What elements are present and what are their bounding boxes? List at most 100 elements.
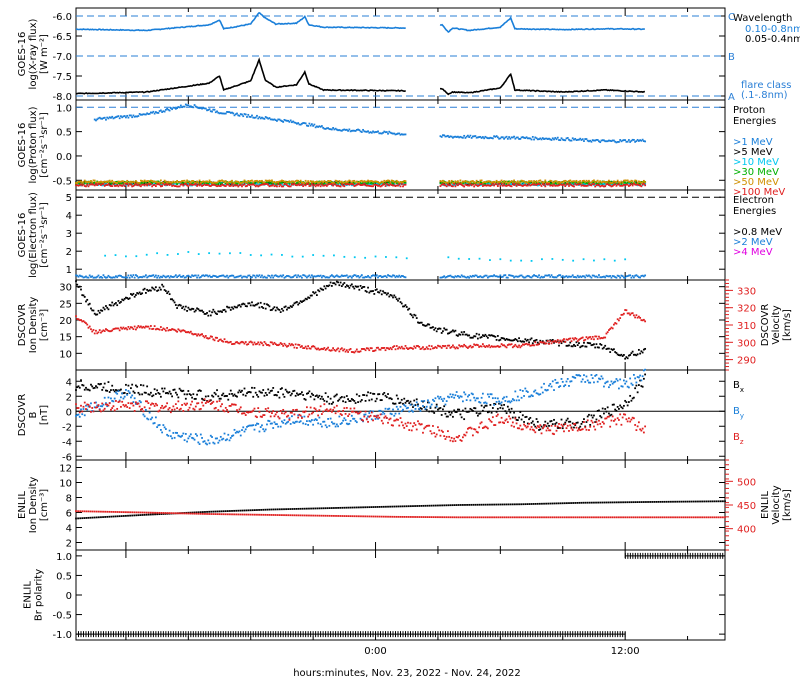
data-point [136,184,139,187]
data-point [624,179,627,182]
data-point [97,331,100,334]
data-point [410,347,413,350]
data-point [211,394,213,397]
data-point [393,274,396,277]
data-point [425,405,428,408]
data-point [375,288,378,291]
data-point [349,348,352,350]
data-point [162,390,165,393]
data-point [484,181,487,183]
data-point [393,402,396,405]
data-point [593,179,595,182]
data-point [576,138,579,141]
data-point [317,181,320,184]
data-point [490,275,493,277]
data-point [262,182,265,185]
data-point [149,418,152,421]
data-point [339,281,342,284]
data-point [463,343,466,346]
data-point [388,179,391,182]
data-point [107,183,110,185]
data-point [116,276,119,279]
data-point [182,389,185,392]
data-point [162,182,165,185]
data-point [635,181,638,184]
data-point [395,179,398,182]
data-point [133,182,136,185]
data-point [613,323,615,326]
data-point [268,420,271,422]
data-point [564,421,567,424]
data-point [171,183,174,186]
data-point [513,184,515,186]
data-point [576,421,579,424]
data-point [530,183,533,186]
data-point [566,338,569,341]
data-point [163,181,166,184]
data-point [81,275,84,278]
data-point [530,180,533,182]
data-point [241,183,243,186]
data-point [429,348,432,351]
data-point [420,347,423,350]
data-point [120,274,122,277]
data-point [390,398,393,401]
data-point [309,395,312,398]
data-point [287,119,290,122]
data-point [511,339,514,342]
y-tick-label: 1 [66,265,72,276]
data-point [181,390,183,393]
y-tick-label: -6 [62,452,72,463]
data-point [360,274,363,277]
data-point [126,276,129,279]
data-point [108,184,111,187]
data-point [629,182,632,185]
data-point [359,184,362,186]
data-point [553,183,555,186]
data-point [291,343,293,346]
data-point [335,183,338,186]
data-point [594,275,597,278]
data-point [435,347,438,349]
data-point [224,182,227,185]
data-point [642,140,645,142]
data-point [319,397,322,400]
data-point [287,306,290,309]
data-point [353,129,356,132]
data-point [583,179,585,182]
data-point [277,182,280,185]
data-point [571,337,574,340]
data-point [565,338,568,341]
data-point [177,328,180,331]
data-point [474,274,477,277]
data-point [267,388,270,391]
data-point [228,393,231,395]
data-point [161,276,164,279]
data-point [470,182,473,185]
data-point [521,136,524,138]
data-point [174,431,177,434]
data-point [218,181,221,183]
data-point [125,383,127,386]
data-point [249,304,252,307]
data-point [249,340,252,343]
data-point [117,180,120,183]
data-point [395,405,398,408]
data-point [449,135,452,138]
data-point [302,394,305,396]
data-point [478,183,481,185]
data-point [509,185,512,187]
data-point [126,393,129,396]
data-point [183,329,186,332]
data-point [115,181,117,184]
data-point [352,417,354,420]
data-point [403,181,406,184]
data-point [292,120,295,123]
data-point [231,111,233,114]
data-point [92,276,95,279]
data-point [439,396,442,398]
data-point [584,183,587,185]
data-point [490,182,493,185]
data-point [108,182,111,185]
